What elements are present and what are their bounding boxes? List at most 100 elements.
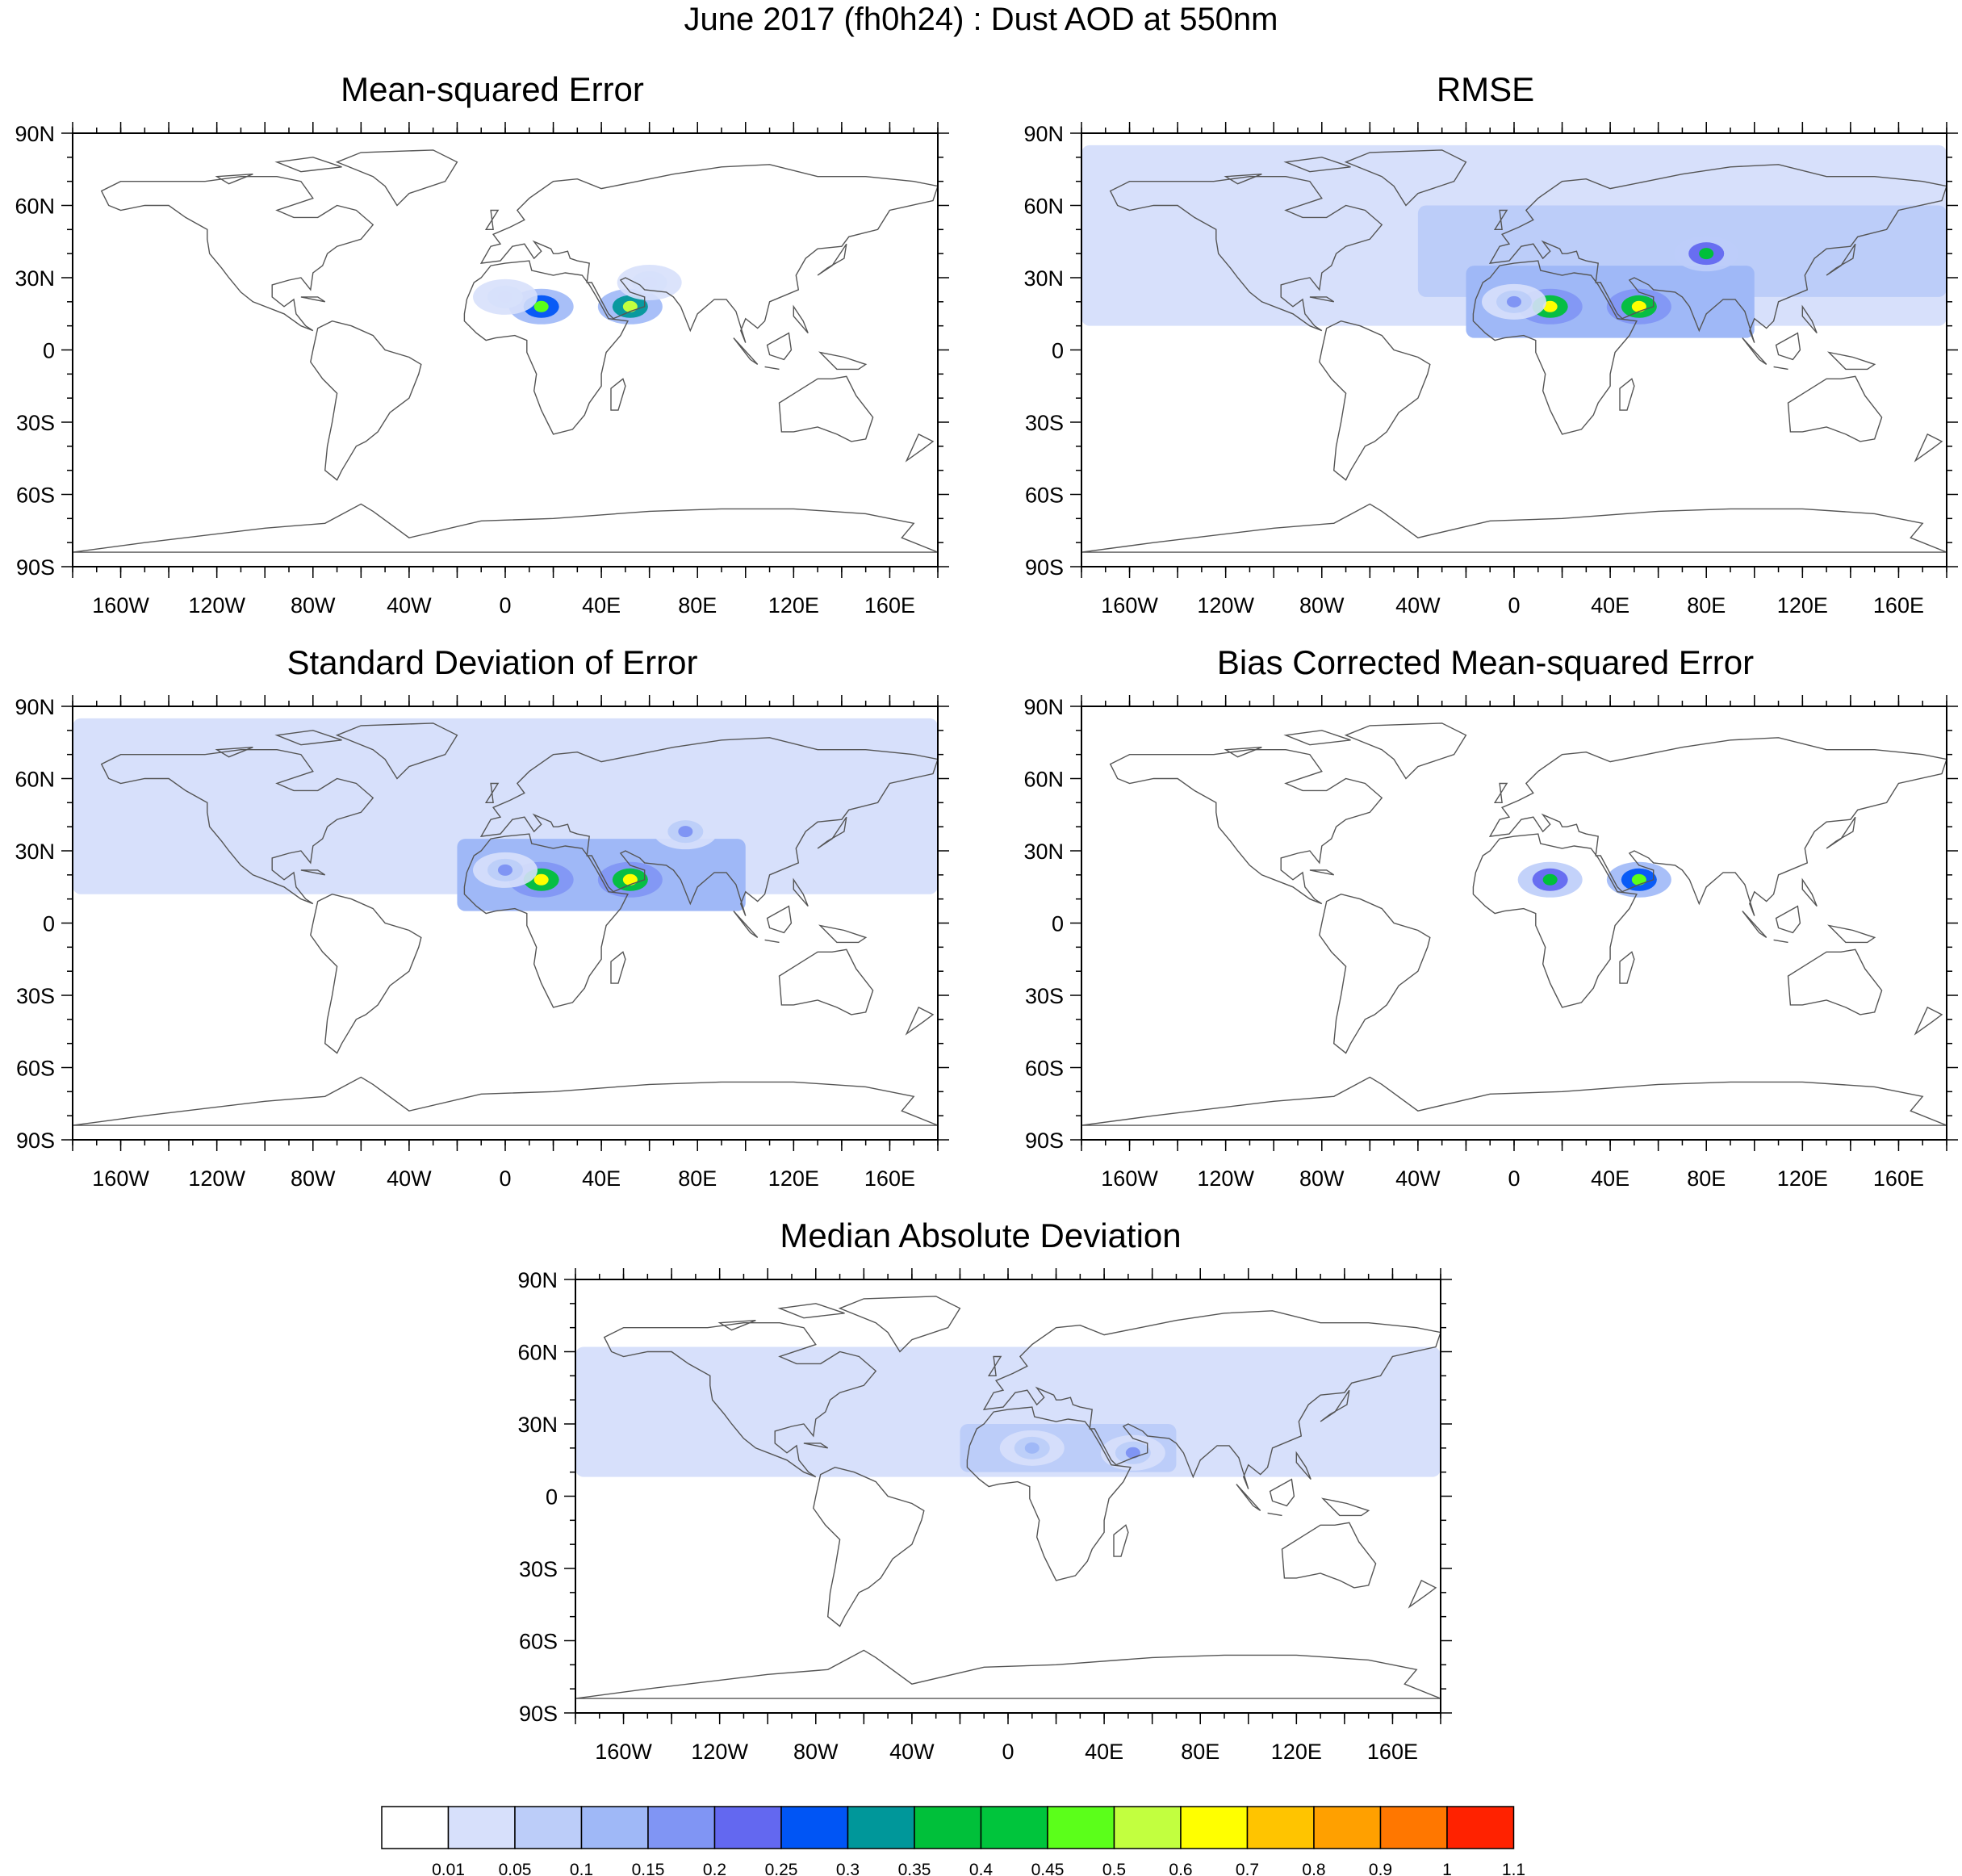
lat-tick-label: 90N <box>15 695 55 719</box>
lon-tick-label: 120W <box>1197 593 1254 618</box>
lon-tick-label: 160W <box>1101 1166 1158 1191</box>
coastline <box>817 816 847 849</box>
lon-tick-label: 0 <box>1002 1740 1014 1764</box>
coastline <box>766 905 793 934</box>
field-layer <box>1081 144 1947 338</box>
coastline <box>274 157 342 173</box>
coastline <box>1320 1389 1350 1422</box>
panel-title: Median Absolute Deviation <box>780 1216 1182 1254</box>
ticks <box>61 695 949 1151</box>
lon-tick-label: 80E <box>1687 593 1726 618</box>
figure-title: June 2017 (fh0h24) : Dust AOD at 550nm <box>684 2 1278 37</box>
lat-tick-label: 30N <box>517 1413 558 1437</box>
colorbar-swatch <box>1180 1806 1249 1849</box>
colorbar-label: 1.1 <box>1502 1861 1525 1876</box>
coastline <box>335 149 458 207</box>
lon-tick-label: 160W <box>92 1166 149 1191</box>
lat-tick-label: 60N <box>517 1341 558 1365</box>
colorbar-swatch <box>780 1806 849 1849</box>
coastline <box>1742 337 1767 365</box>
coastline <box>1283 730 1351 746</box>
coastline <box>1267 1512 1282 1517</box>
lat-tick-label: 30S <box>1025 984 1064 1008</box>
coastline <box>1787 375 1883 442</box>
lon-tick-label: 40W <box>1395 1166 1441 1191</box>
coastlines <box>73 149 938 553</box>
coastline <box>793 304 809 334</box>
lon-tick-label: 80W <box>291 593 336 618</box>
lat-tick-label: 0 <box>1052 912 1064 936</box>
lon-tick-label: 120E <box>1271 1740 1322 1764</box>
coastline <box>1826 816 1856 849</box>
lon-tick-label: 40E <box>1085 1740 1123 1764</box>
panel-median-absolute-deviation: Median Absolute Deviation 90N 60N 30N 0 30S 6… <box>484 1217 1477 1782</box>
colorbar-label: 0.45 <box>1031 1861 1065 1876</box>
lon-tick-label: 0 <box>499 593 511 618</box>
coastline <box>1081 503 1947 553</box>
colorbar-swatch <box>580 1806 649 1849</box>
colorbar-label: 0.7 <box>1236 1861 1259 1876</box>
lat-tick-label: 30N <box>15 266 55 291</box>
coastline <box>310 320 422 481</box>
coastline <box>838 1296 961 1353</box>
field-peak <box>1024 1442 1040 1454</box>
lat-tick-label: 60S <box>16 1057 55 1081</box>
colorbar-label: 0.6 <box>1169 1861 1192 1876</box>
coastline <box>1775 332 1801 361</box>
coastlines <box>575 1296 1441 1699</box>
panel-title: Mean-squared Error <box>341 70 644 108</box>
field-peak <box>533 873 549 886</box>
lon-tick-label: 160E <box>864 593 915 618</box>
map-frame <box>575 1279 1441 1714</box>
field-peak <box>1125 1447 1140 1459</box>
lon-tick-label: 80W <box>1299 593 1345 618</box>
lat-tick-label: 90S <box>1025 1129 1064 1153</box>
coastline <box>484 209 500 230</box>
panel-bias-corrected-mse: Bias Corrected Mean-squared Error 90N 60N… <box>1009 644 1962 1209</box>
map-plot: 90N 60N 30N 0 30S 60S 90S 160W 120W 80W 40W 0 40E 80E… <box>1023 122 1958 618</box>
colorbar-swatch <box>1246 1806 1315 1849</box>
field-peak <box>498 291 512 303</box>
coastline <box>1283 157 1351 173</box>
field-peak <box>498 864 512 876</box>
panel-title: RMSE <box>1436 70 1535 108</box>
lat-tick-label: 30S <box>16 411 55 435</box>
lon-tick-label: 120E <box>768 593 819 618</box>
coastline <box>793 877 809 907</box>
lat-tick-label: 60S <box>1025 484 1064 508</box>
colorbar-label: 0.35 <box>898 1861 931 1876</box>
coastlines <box>73 722 938 1126</box>
lat-tick-label: 30S <box>519 1557 558 1581</box>
field-peak <box>1507 295 1521 308</box>
ticks <box>564 1268 1452 1724</box>
lon-tick-label: 160W <box>595 1740 652 1764</box>
lon-tick-label: 40E <box>1591 593 1629 618</box>
lat-tick-label: 90S <box>519 1702 558 1726</box>
lat-tick-label: 90N <box>1023 695 1064 719</box>
colorbar-swatch <box>1379 1806 1448 1849</box>
coastline <box>1914 433 1943 463</box>
coastline <box>215 174 253 185</box>
field-layer <box>1517 861 1671 898</box>
coastline <box>463 833 629 1008</box>
coastline <box>479 164 938 343</box>
colorbar-label: 0.1 <box>570 1861 593 1876</box>
lat-tick-label: 60N <box>1023 768 1064 792</box>
lat-tick-label: 60S <box>519 1630 558 1654</box>
lon-tick-label: 160W <box>1101 593 1158 618</box>
lon-tick-label: 80E <box>1181 1740 1219 1764</box>
lon-tick-label: 0 <box>499 1166 511 1191</box>
coastline <box>1408 1579 1437 1609</box>
coastline <box>803 1443 829 1449</box>
lon-tick-label: 120W <box>188 593 245 618</box>
field-layer <box>473 264 682 325</box>
panel-mean-squared-error: Mean-squared Error 90N 60N 30N 0 30S 60S 90S 16… <box>0 71 985 636</box>
lon-tick-label: 80W <box>291 1166 336 1191</box>
coastline <box>310 893 422 1054</box>
lon-tick-label: 160E <box>1367 1740 1418 1764</box>
field-peak <box>1699 248 1714 260</box>
coastline <box>764 939 780 944</box>
coastline <box>1826 243 1856 276</box>
lon-tick-label: 40W <box>387 1166 432 1191</box>
lon-tick-label: 40E <box>582 593 621 618</box>
